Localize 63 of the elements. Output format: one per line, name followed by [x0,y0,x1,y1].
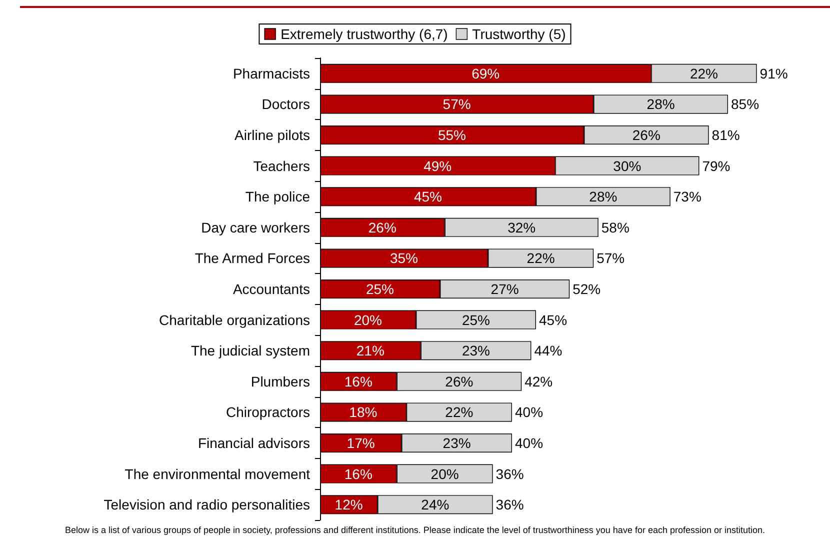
y-tick-label: Chiropractors [226,404,310,420]
data-label: 25% [366,281,394,297]
legend-label: Extremely trustworthy (6,7) [280,26,448,42]
total-label: 42% [524,373,553,390]
data-label: 16% [344,373,372,390]
data-label: 35% [390,250,418,266]
data-label: 28% [646,96,675,112]
total-label: 52% [572,281,601,297]
data-label: 22% [526,250,555,266]
data-label: 30% [613,158,642,174]
data-label: 23% [442,435,471,451]
data-label: 26% [445,373,474,390]
data-label: 27% [490,281,519,297]
data-label: 12% [334,496,363,513]
y-tick-label: The police [245,188,310,205]
y-tick-label: Doctors [262,96,310,112]
legend-label: Trustworthy (5) [472,26,566,42]
data-label: 21% [356,342,384,359]
data-label: 49% [424,158,452,174]
data-label: 69% [472,65,500,82]
data-label: 20% [430,466,459,482]
y-tick-label: Television and radio personalities [104,496,310,513]
data-label: 55% [438,127,466,143]
y-tick-label: Teachers [253,158,310,174]
y-tick-label: Day care workers [201,219,310,236]
total-label: 40% [515,404,544,420]
total-label: 44% [534,342,562,359]
data-label: 22% [690,65,718,82]
total-label: 85% [731,96,760,112]
data-label: 20% [354,312,382,328]
total-label: 91% [760,65,788,82]
y-tick-label: Airline pilots [234,127,310,143]
total-label: 58% [601,219,630,236]
total-label: 79% [702,158,730,174]
data-label: 23% [462,342,490,359]
y-tick-label: Charitable organizations [159,312,310,328]
data-label: 57% [442,96,471,112]
data-label: 22% [445,404,474,420]
data-label: 16% [344,466,372,482]
total-label: 81% [712,127,740,143]
total-label: 40% [515,435,544,451]
y-tick-label: The environmental movement [124,466,310,482]
data-label: 17% [346,435,375,451]
y-tick-label: Plumbers [250,373,310,390]
data-label: 24% [421,496,450,513]
total-label: 45% [539,312,568,328]
data-label: 28% [589,188,618,205]
data-label: 18% [349,404,378,420]
data-label: 26% [368,219,396,236]
total-label: 36% [496,496,524,513]
y-tick-label: Pharmacists [232,65,310,82]
data-label: 26% [632,127,660,143]
text: Below is a list of various groups of people in society, professions and different institutions. Please indicate the level of trustworthiness you have for each profession or institution. [64,525,766,535]
y-tick-label: The judicial system [190,342,310,359]
total-label: 73% [673,188,702,205]
total-label: 57% [596,250,625,266]
total-label: 36% [496,466,524,482]
data-label: 45% [414,188,442,205]
y-tick-label: Accountants [232,281,310,297]
data-label: 25% [462,312,490,328]
y-tick-label: Financial advisors [198,435,310,451]
y-tick-label: The Armed Forces [194,250,310,266]
data-label: 32% [508,219,536,236]
